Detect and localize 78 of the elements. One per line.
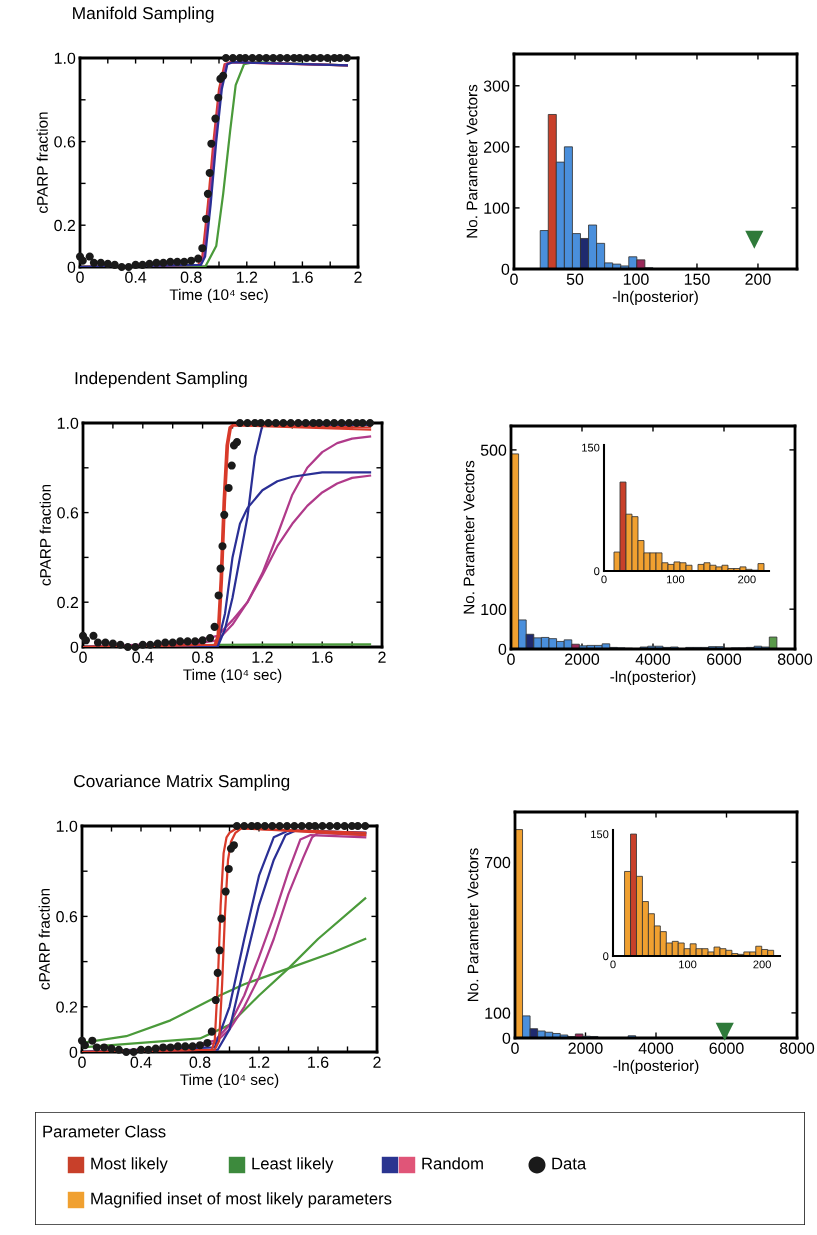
x-tick-label: 0.4: [130, 1056, 152, 1068]
legend-label: Random: [422, 1157, 483, 1170]
x-tick-label: 2: [354, 271, 362, 283]
x-tick-label: 200: [745, 273, 771, 285]
y-tick-label: 100: [484, 202, 510, 214]
x-tick-label: 150: [684, 273, 710, 285]
y-tick-label: 0: [67, 261, 76, 273]
x-tick-label: 2: [378, 651, 386, 663]
y-axis-title: cPARP fraction: [38, 888, 50, 990]
y-tick-label: 0: [594, 567, 600, 576]
x-tick-label: 1.6: [312, 651, 333, 663]
y-tick-label: 100: [481, 603, 507, 616]
x-tick-label: 0: [610, 960, 616, 969]
y-axis-title: cPARP fraction: [36, 112, 48, 213]
legend-label: Least likely: [252, 1157, 334, 1173]
text: Parameter Class: [43, 1125, 166, 1138]
x-axis-title: -ln(posterior): [612, 290, 698, 306]
chart-title: Manifold Sampling: [73, 6, 214, 23]
y-tick-label: 0.6: [56, 911, 78, 923]
y-tick-label: 1.0: [54, 52, 76, 64]
y-tick-label: 700: [485, 856, 511, 869]
x-tick-label: 2000: [565, 653, 600, 665]
x-tick-label: 2000: [568, 1042, 603, 1054]
chart-title: Independent Sampling: [75, 371, 247, 388]
x-axis-title: -ln(posterior): [610, 670, 696, 686]
legend-label: Most likely: [91, 1157, 168, 1173]
x-tick-label: 0: [511, 1042, 519, 1054]
x-axis-title: Time (10⁴ sec): [180, 1073, 279, 1089]
y-tick-label: 150: [591, 830, 609, 839]
chart-title: Covariance Matrix Sampling: [74, 774, 290, 791]
y-tick-label: 0.2: [56, 1001, 78, 1013]
y-axis-title: No. Parameter Vectors: [466, 84, 478, 238]
y-tick-label: 300: [483, 80, 510, 92]
y-tick-label: 0.6: [57, 507, 79, 519]
x-tick-label: 100: [679, 960, 697, 969]
x-axis-title: Time (10⁴ sec): [169, 288, 268, 304]
x-tick-label: 1.2: [252, 651, 273, 663]
y-tick-label: 0.2: [54, 219, 76, 232]
x-tick-label: 4000: [635, 653, 671, 665]
y-tick-label: 1.0: [57, 417, 79, 429]
x-tick-label: 1.6: [292, 271, 313, 283]
y-tick-label: 0: [70, 641, 79, 653]
x-tick-label: 0.8: [189, 1056, 211, 1068]
y-tick-label: 0: [498, 643, 507, 655]
x-tick-label: 1.2: [236, 271, 258, 283]
x-axis-title: Time (10⁴ sec): [183, 668, 282, 684]
x-tick-label: 1.6: [308, 1056, 329, 1068]
x-tick-label: 100: [623, 273, 649, 285]
x-tick-label: 0: [79, 651, 87, 663]
x-tick-label: 0.8: [180, 271, 202, 283]
x-tick-label: 6000: [707, 653, 742, 665]
y-axis-title: No. Parameter Vectors: [467, 848, 479, 1002]
x-tick-label: 50: [566, 273, 584, 285]
legend-label: Magnified inset of most likely parameters: [91, 1192, 392, 1208]
x-tick-label: 200: [753, 960, 771, 969]
y-tick-label: 500: [480, 444, 507, 456]
y-tick-label: 100: [485, 1007, 511, 1019]
x-tick-label: 0.4: [125, 271, 147, 283]
x-tick-label: 200: [738, 575, 756, 584]
y-tick-label: 0.6: [54, 136, 76, 148]
x-axis-title: -ln(posterior): [613, 1059, 699, 1075]
y-tick-label: 200: [483, 141, 510, 153]
y-tick-label: 0: [502, 1032, 511, 1044]
x-tick-label: 0.8: [192, 651, 214, 663]
x-tick-label: 6000: [709, 1042, 744, 1054]
x-tick-label: 1.2: [249, 1056, 270, 1068]
x-tick-label: 2: [373, 1056, 381, 1068]
y-tick-label: 1.0: [56, 820, 78, 832]
x-tick-label: 0.4: [132, 651, 154, 663]
legend-label: Data: [552, 1157, 587, 1170]
x-tick-label: 100: [667, 575, 685, 584]
x-tick-label: 8000: [777, 653, 813, 665]
y-tick-label: 0: [501, 263, 510, 275]
y-axis-title: cPARP fraction: [39, 484, 51, 586]
x-tick-label: 4000: [638, 1042, 674, 1054]
y-tick-label: 0.2: [57, 596, 79, 609]
x-tick-label: 8000: [779, 1042, 815, 1054]
y-axis-title: No. Parameter Vectors: [463, 460, 475, 614]
